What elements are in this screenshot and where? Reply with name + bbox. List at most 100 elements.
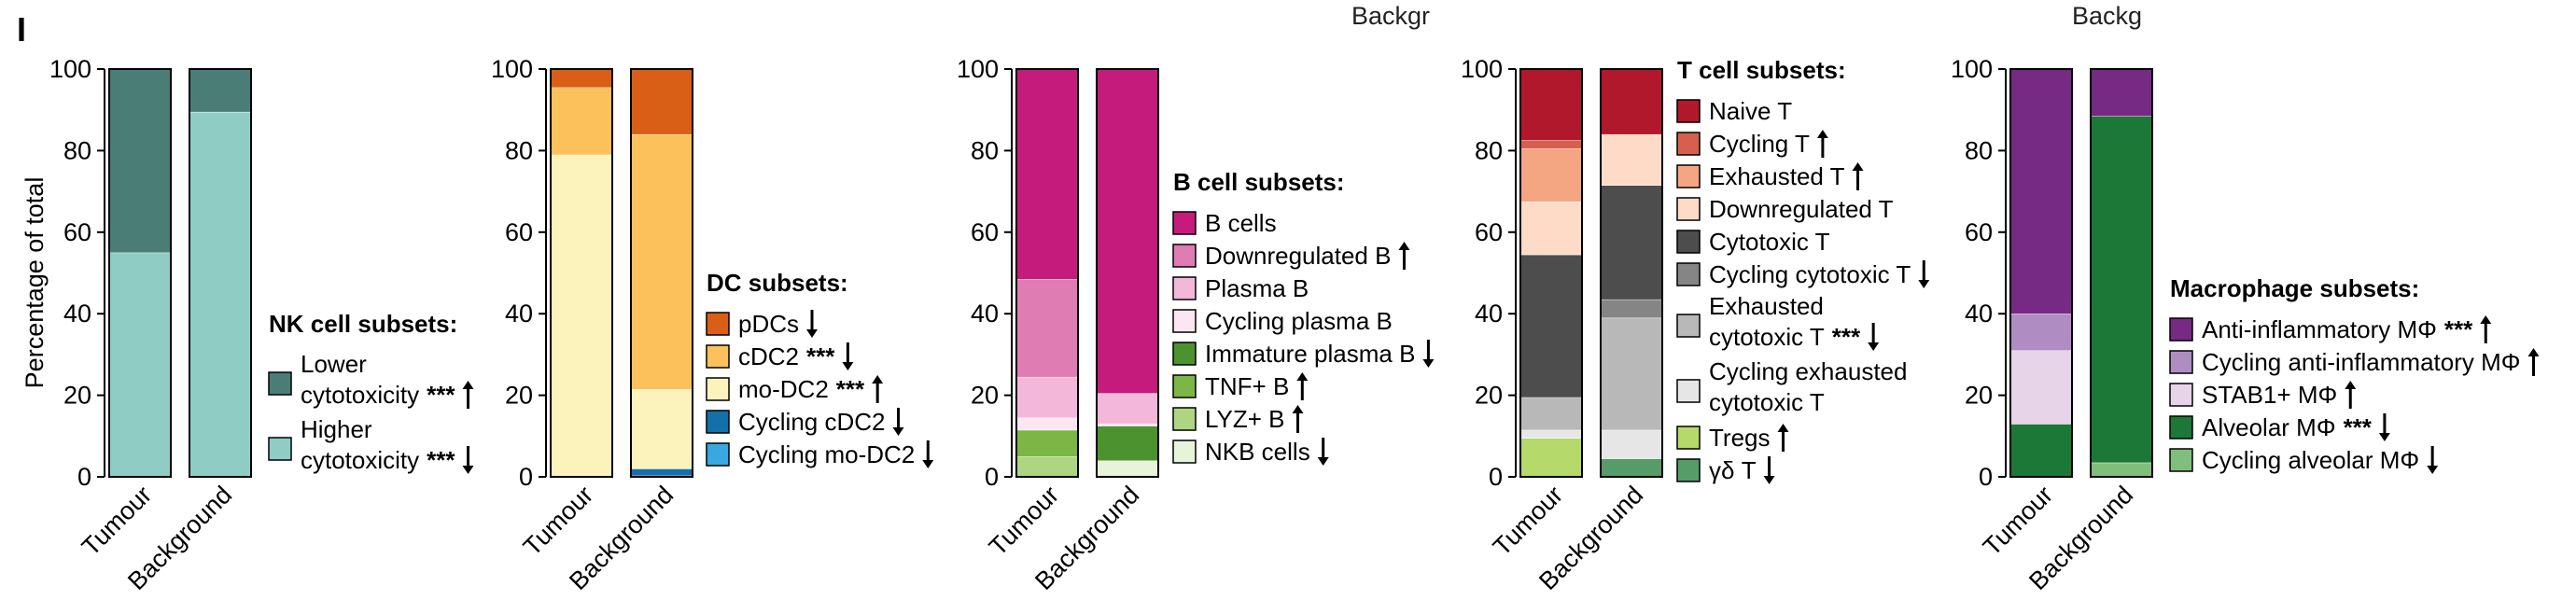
legend-item-exhausted-cytotoxic-t: Exhausted cytotoxic T ***↓ [1676,292,1880,351]
arrow-down-icon: ↓ [1317,438,1329,466]
segment-tregs-tumour [1520,438,1582,477]
legend-label: Cycling anti-inflammatory MΦ [2202,348,2521,376]
segment-alveolar-mphi-background [2091,116,2152,463]
segment-cdc2-tumour [551,87,612,155]
arrow-down-icon: ↓ [922,440,934,468]
legend-item-cycling-anti-inflammatory-mphi: Cycling anti-inflammatory MΦ↑ [2169,348,2540,376]
legend-label: Exhausted T [1709,162,1845,190]
bar-background [1600,68,1663,478]
legend-swatch [1172,407,1197,431]
y-axis-label: Percentage of total [21,177,49,389]
legend-swatch [2169,415,2193,440]
legend-item-cytotoxic-t: Cytotoxic T [1676,228,1830,256]
legend-item-cycling-alveolar-mphi: Cycling alveolar MΦ ↓ [2169,446,2439,474]
arrow-up-icon: ↑ [462,381,474,409]
segment-cdc2-background [631,133,693,390]
bar-outline [1519,68,1583,478]
significance-marker: *** [427,446,455,474]
y-tick-label: 100 [491,55,533,83]
legend-item-higher-cytotoxicity: Higher cytotoxicity ***↓ [268,415,474,474]
arrow-up-icon: ↑ [1398,242,1410,270]
y-tick-label: 0 [1979,463,1993,491]
y-tick-label: 0 [77,463,91,491]
legend-item-cycling-cdc2: Cycling cDC2↓ [706,408,904,436]
legend-label: TNF+ B [1205,372,1289,400]
segment-cycling-plasma-b-background [1097,424,1158,426]
legend-label: Anti-inflammatory MΦ [2202,315,2437,343]
y-tick-label: 40 [1965,300,1993,328]
arrow-up-icon: ↑ [1777,424,1789,452]
segment-cycling-cdc2-background [631,468,693,476]
legend-swatch [1172,374,1197,398]
segment-cycling-plasma-b-tumour [1016,417,1078,430]
arrow-down-icon: ↓ [1763,456,1775,484]
y-tick-label: 20 [505,382,533,410]
legend-swatch [2169,383,2193,407]
x-tick-label-tumour: Tumour [518,481,598,561]
arrow-up-icon: ↑ [1292,405,1304,433]
legend-title: DC subsets: [707,269,848,297]
legend-label: Cycling mo-DC2 [738,440,915,468]
legend-item-mo-dc2: mo-DC2 ***↑ [706,375,884,403]
segment-cytotoxic-t-background [1601,185,1662,300]
segment-gd-t-background [1601,458,1662,477]
legend-item-tregs: Tregs↑ [1676,424,1789,452]
segment-cycling-anti-inflammatory-mphi-tumour [2010,314,2072,351]
legend-label: cDC2 [738,342,799,370]
significance-marker: *** [1832,323,1861,351]
legend-item-downregulated-b: Downregulated B↑ [1172,242,1410,270]
legend-swatch [706,442,730,467]
segment-pdcs-tumour [551,69,612,88]
legend-swatch [2169,317,2193,342]
y-tick-label: 60 [505,218,533,246]
legend-label: Tregs [1709,424,1771,452]
y-tick-label: 40 [63,300,91,328]
legend-label: Cytotoxic T [1709,228,1830,256]
segment-lower-cytotoxicity-background [189,69,251,112]
legend-label: cytotoxicity [301,381,419,409]
segment-nkb-cells-background [1097,460,1158,477]
legend-label: B cells [1205,209,1277,237]
legend-swatch [1172,309,1197,333]
y-tick-label: 60 [971,218,999,246]
y-tick-label: 100 [957,55,999,83]
x-tick-label-tumour: Tumour [1978,481,2058,561]
legend-label: Plasma B [1205,274,1309,302]
legend-item-nkb-cells: NKB cells↓ [1172,438,1329,466]
clipped-top-text-2: Backg [2072,2,2142,30]
bar-tumour [1015,68,1079,478]
segment-exhausted-t-tumour [1520,148,1582,202]
legend-label: γδ T [1709,456,1757,484]
bar-outline [630,68,693,478]
y-tick-label: 0 [1489,463,1503,491]
y-tick-label: 20 [63,382,91,410]
segment-tnf-b-tumour [1016,429,1078,457]
legend-swatch [1676,164,1701,188]
legend-label: Downregulated B [1205,242,1391,270]
legend-label: Cycling plasma B [1205,307,1393,335]
significance-marker: *** [836,375,865,403]
clipped-top-text-1: Backgr [1351,2,1430,30]
segment-plasma-b-background [1097,393,1158,425]
y-tick-label: 40 [505,300,533,328]
arrow-down-icon: ↓ [2427,446,2439,474]
bar-outline [108,68,172,478]
legend-swatch [1676,230,1701,254]
bar-background [2090,68,2153,478]
segment-cycling-exhausted-cytotoxic-t-background [1601,429,1662,459]
legend-title: B cell subsets: [1173,168,1345,196]
legend-label: STAB1+ MΦ [2202,381,2337,409]
segment-cycling-cytotoxic-t-background [1601,299,1662,318]
arrow-down-icon: ↓ [462,446,474,474]
segment-higher-cytotoxicity-tumour [109,252,171,477]
legend-swatch [706,377,730,401]
legend-swatch [1172,211,1197,235]
legend-swatch [2169,448,2193,472]
legend-label: Immature plasma B [1205,340,1415,368]
segment-lower-cytotoxicity-tumour [109,69,171,253]
x-tick-label-tumour: Tumour [77,481,157,561]
